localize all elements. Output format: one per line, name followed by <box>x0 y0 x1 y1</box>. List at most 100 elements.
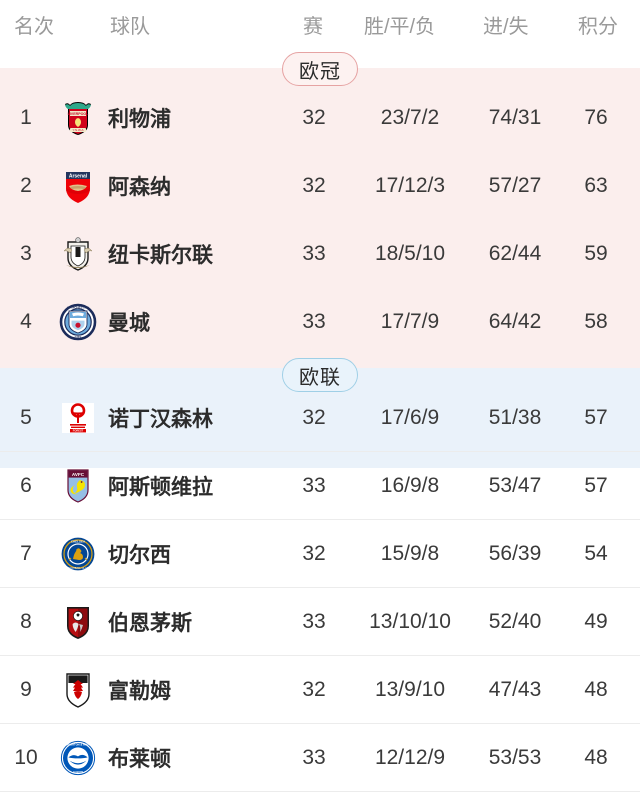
table-row[interactable]: 3 纽卡斯尔联 33 18/5/10 62/44 59 <box>0 220 640 288</box>
row-goals: 74/31 <box>488 106 542 129</box>
champions-league-zone <box>0 68 640 368</box>
svg-text:Arsenal: Arsenal <box>69 174 88 180</box>
header-goals: 进/失 <box>483 16 529 38</box>
row-points: 48 <box>584 678 608 701</box>
header-rank: 名次 <box>14 16 54 38</box>
row-goals: 53/47 <box>488 474 542 497</box>
svg-text:Y.N.W.A: Y.N.W.A <box>73 128 84 132</box>
row-team-name[interactable]: 诺丁汉森林 <box>108 408 213 431</box>
row-win-draw-loss: 18/5/10 <box>374 242 446 265</box>
row-goals: 52/40 <box>488 610 542 633</box>
row-played: 33 <box>302 610 326 633</box>
row-team-name[interactable]: 切尔西 <box>108 544 171 567</box>
row-points: 57 <box>584 474 608 497</box>
svg-text:FOREST: FOREST <box>73 429 84 433</box>
svg-text:CHELSEA: CHELSEA <box>71 540 86 544</box>
row-rank: 1 <box>20 106 32 129</box>
row-rank: 6 <box>20 474 32 497</box>
header-points: 积分 <box>578 16 618 38</box>
row-team-name[interactable]: 阿森纳 <box>108 176 171 199</box>
table-row[interactable]: 2 Arsenal 阿森纳 32 17/12/3 57/27 63 <box>0 152 640 220</box>
row-win-draw-loss: 15/9/8 <box>380 542 440 565</box>
table-row[interactable]: 8 伯恩茅斯 33 13/10/10 52/40 49 <box>0 588 640 656</box>
row-win-draw-loss: 13/9/10 <box>374 678 446 701</box>
row-team-name[interactable]: 布莱顿 <box>108 748 171 771</box>
liverpool-crest: LIVERPOOL Y.N.W.A <box>56 96 100 140</box>
row-points: 59 <box>584 242 608 265</box>
row-played: 33 <box>302 242 326 265</box>
row-win-draw-loss: 17/7/9 <box>380 310 440 333</box>
table-row[interactable]: 5 FOREST 诺丁汉森林 32 17/6/9 51/38 57 <box>0 384 640 452</box>
row-goals: 57/27 <box>488 174 542 197</box>
header-played: 赛 <box>303 16 323 38</box>
svg-text:FOOTBALL CLUB: FOOTBALL CLUB <box>67 566 88 570</box>
table-row[interactable]: 1 LIVERPOOL Y.N.W.A 利物浦 32 23/7/2 74/31 76 <box>0 84 640 152</box>
row-played: 32 <box>302 406 326 429</box>
row-rank: 10 <box>14 746 38 769</box>
header-team: 球队 <box>110 16 150 38</box>
row-team-name[interactable]: 伯恩茅斯 <box>108 612 192 635</box>
manchester-city-crest: MANCHESTER CITY <box>56 300 100 344</box>
row-played: 33 <box>302 474 326 497</box>
nottingham-forest-crest: FOREST <box>56 396 100 440</box>
row-played: 32 <box>302 174 326 197</box>
row-played: 32 <box>302 542 326 565</box>
table-row[interactable]: 10 BRIGHTON & HOVE ALBION 布莱顿 33 12/12/9 53… <box>0 724 640 792</box>
row-points: 54 <box>584 542 608 565</box>
row-win-draw-loss: 13/10/10 <box>369 610 451 633</box>
bournemouth-crest <box>56 600 100 644</box>
row-win-draw-loss: 17/6/9 <box>380 406 440 429</box>
chelsea-crest: CHELSEA FOOTBALL CLUB <box>56 532 100 576</box>
row-rank: 9 <box>20 678 32 701</box>
row-rank: 8 <box>20 610 32 633</box>
row-goals: 64/42 <box>488 310 542 333</box>
row-team-name[interactable]: 利物浦 <box>108 108 171 131</box>
svg-text:LIVERPOOL: LIVERPOOL <box>68 112 90 116</box>
row-points: 76 <box>584 106 608 129</box>
newcastle-crest <box>56 232 100 276</box>
row-team-name[interactable]: 纽卡斯尔联 <box>108 244 213 267</box>
row-played: 32 <box>302 106 326 129</box>
row-goals: 47/43 <box>488 678 542 701</box>
row-win-draw-loss: 12/12/9 <box>374 746 446 769</box>
svg-text:CITY: CITY <box>75 335 82 339</box>
row-points: 48 <box>584 746 608 769</box>
row-played: 33 <box>302 746 326 769</box>
svg-text:AVFC: AVFC <box>72 472 85 477</box>
brighton-crest: BRIGHTON & HOVE ALBION <box>56 736 100 780</box>
arsenal-crest: Arsenal <box>56 164 100 208</box>
row-points: 49 <box>584 610 608 633</box>
table-row[interactable]: 7 CHELSEA FOOTBALL CLUB 切尔西 32 15/9/8 56/39… <box>0 520 640 588</box>
row-team-name[interactable]: 阿斯顿维拉 <box>108 476 213 499</box>
svg-text:BRIGHTON & HOVE: BRIGHTON & HOVE <box>65 743 91 747</box>
row-played: 32 <box>302 678 326 701</box>
row-win-draw-loss: 23/7/2 <box>380 106 440 129</box>
svg-text:MANCHESTER: MANCHESTER <box>67 306 89 310</box>
row-goals: 53/53 <box>488 746 542 769</box>
row-rank: 3 <box>20 242 32 265</box>
aston-villa-crest: AVFC <box>56 464 100 508</box>
row-rank: 5 <box>20 406 32 429</box>
row-played: 33 <box>302 310 326 333</box>
row-rank: 4 <box>20 310 32 333</box>
row-team-name[interactable]: 富勒姆 <box>108 680 171 703</box>
row-goals: 56/39 <box>488 542 542 565</box>
table-row[interactable]: 9 富勒姆 32 13/9/10 47/43 48 <box>0 656 640 724</box>
table-header: 名次 球队 赛 胜/平/负 进/失 积分 <box>0 0 640 68</box>
row-win-draw-loss: 17/12/3 <box>374 174 446 197</box>
europa-league-badge: 欧联 <box>282 358 358 392</box>
row-points: 58 <box>584 310 608 333</box>
row-rank: 2 <box>20 174 32 197</box>
row-goals: 62/44 <box>488 242 542 265</box>
row-team-name[interactable]: 曼城 <box>108 312 150 335</box>
table-row[interactable]: 6 AVFC 阿斯顿维拉 33 16/9/8 53/47 57 <box>0 452 640 520</box>
svg-text:ALBION: ALBION <box>73 770 83 774</box>
row-win-draw-loss: 16/9/8 <box>380 474 440 497</box>
row-rank: 7 <box>20 542 32 565</box>
champions-league-badge: 欧冠 <box>282 52 358 86</box>
table-row[interactable]: 4 MANCHESTER CITY 曼城 33 17/7/9 64/42 58 <box>0 288 640 356</box>
fulham-crest <box>56 668 100 712</box>
row-points: 63 <box>584 174 608 197</box>
row-points: 57 <box>584 406 608 429</box>
